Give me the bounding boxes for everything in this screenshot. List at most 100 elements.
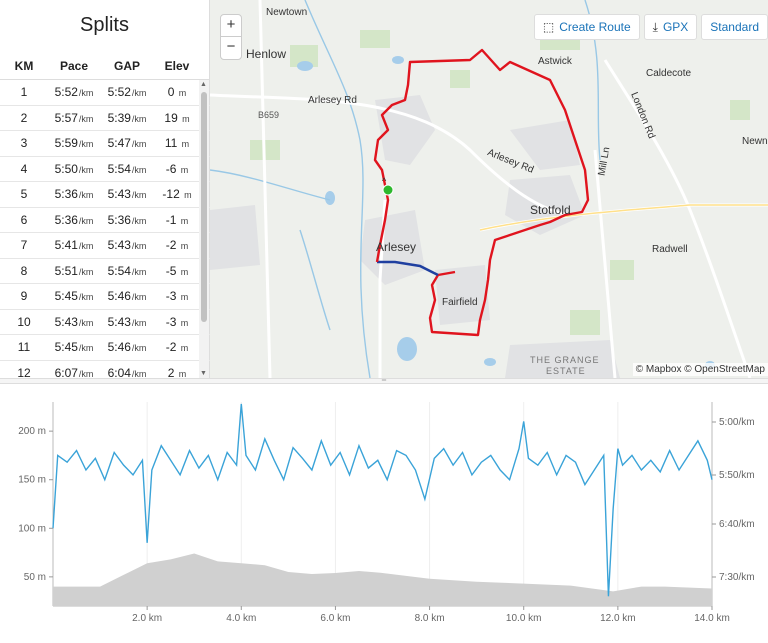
x-tick-label: 12.0 km [600,613,636,624]
map-label-newnham: Newnh [742,136,768,147]
scroll-up-arrow-icon[interactable]: ▲ [200,81,207,88]
splits-scrollbar[interactable]: ▲ ▼ [199,80,209,378]
right-tick-label: 5:00/km [719,417,755,428]
split-elev: -5 m [165,263,189,278]
split-elev: -2 m [165,340,189,355]
map-style-label: Standard [710,20,759,34]
map-label-caldecote: Caldecote [646,68,692,79]
right-tick-label: 7:30/km [719,572,755,583]
map-style-button[interactable]: Standard [701,14,768,40]
splits-title: Splits [80,14,129,36]
split-gap: 5:36/km [107,212,147,227]
map-toolbar: ⬚ Create Route ⤓ GPX Standard [530,14,768,40]
split-elev: -3 m [165,289,189,304]
map-label-fairfield: Fairfield [442,297,478,308]
download-icon: ⤓ [652,20,658,34]
split-row[interactable]: 2 5:57/km 5:39/km 19 m [0,106,210,131]
split-gap: 5:43/km [107,314,147,329]
route-highlight [377,260,439,277]
start-marker[interactable] [382,184,394,196]
map-label-arlesey: Arlesey [376,240,417,254]
split-row[interactable]: 5 5:36/km 5:43/km -12 m [0,182,210,208]
header-pace[interactable]: Pace [59,58,89,73]
split-km: 2 [20,110,28,125]
split-gap: 5:46/km [107,289,147,304]
map-attribution[interactable]: © Mapbox © OpenStreetMap [632,363,768,376]
split-gap: 6:04/km [107,365,147,378]
x-tick-label: 6.0 km [320,613,350,624]
split-km: 3 [20,136,28,151]
map-canvas: ^ [210,0,768,378]
gpx-button[interactable]: ⤓ GPX [643,14,698,40]
split-row[interactable]: 9 5:45/km 5:46/km -3 m [0,284,210,310]
left-tick-label: 100 m [18,523,46,534]
splits-panel: Splits KM Pace GAP Elev 1 5:52/km 5:52/km 0… [0,0,210,378]
split-pace: 5:50/km [54,161,94,176]
split-elev: 0 m [167,85,187,100]
split-pace: 5:36/km [54,212,94,227]
left-tick-label: 200 m [18,426,46,437]
right-tick-label: 6:40/km [719,519,755,530]
map-label-arlesey-rd-1: Arlesey Rd [308,95,357,106]
split-row[interactable]: 11 5:45/km 5:46/km -2 m [0,335,210,361]
zoom-out-button[interactable]: − [226,38,236,55]
elevation-area [53,553,712,606]
split-row[interactable]: 10 5:43/km 5:43/km -3 m [0,310,210,335]
map-label-b659: B659 [258,110,280,120]
split-km: 4 [20,161,28,176]
split-pace: 5:52/km [54,85,94,100]
x-tick-label: 4.0 km [226,613,256,624]
chart-canvas: 50 m 100 m 150 m 200 m 5:00/km 5:50/km 6:40/km… [18,402,755,624]
split-gap: 5:54/km [107,263,147,278]
split-gap: 5:52/km [107,85,147,100]
split-elev: -3 m [165,314,189,329]
split-pace: 6:07/km [54,365,94,378]
split-row[interactable]: 1 5:52/km 5:52/km 0 m [0,80,210,106]
map-label-radwell: Radwell [652,244,688,255]
map-label-astwick: Astwick [538,56,572,67]
split-pace: 5:43/km [54,314,94,329]
split-pace: 5:57/km [54,110,94,125]
split-km: 12 [17,365,31,378]
x-tick-label: 14.0 km [694,613,730,624]
left-tick-label: 50 m [24,572,46,583]
map-label-grange-2: ESTATE [546,366,586,376]
splits-list[interactable]: 1 5:52/km 5:52/km 0 m 2 5:57/km 5:39/km 19 m 3 5:… [0,80,210,378]
header-elev[interactable]: Elev [164,58,190,73]
zoom-control: + − [220,14,242,60]
split-pace: 5:45/km [54,340,94,355]
route-map[interactable]: ^ Newtown Henlow Arlesey Rd B659 Astwick… [210,0,768,378]
split-km: 11 [17,340,31,355]
pace-line [52,403,713,597]
split-row[interactable]: 7 5:41/km 5:43/km -2 m [0,233,210,259]
panel-resize-handle[interactable]: ═ [0,378,768,384]
split-gap: 5:43/km [107,187,147,202]
split-pace: 5:51/km [54,263,94,278]
split-row[interactable]: 4 5:50/km 5:54/km -6 m [0,157,210,182]
header-gap[interactable]: GAP [113,58,140,73]
split-row[interactable]: 6 5:36/km 5:36/km -1 m [0,208,210,233]
split-km: 5 [20,187,28,202]
split-pace: 5:45/km [54,289,94,304]
create-route-button[interactable]: ⬚ Create Route [533,14,640,40]
split-row[interactable]: 12 6:07/km 6:04/km 2 m [0,361,210,378]
split-gap: 5:43/km [107,238,147,253]
split-row[interactable]: 8 5:51/km 5:54/km -5 m [0,259,210,284]
scrollbar-thumb[interactable] [201,92,207,322]
x-tick-label: 8.0 km [415,613,445,624]
scroll-down-arrow-icon[interactable]: ▼ [200,370,207,377]
splits-header: KM Pace GAP Elev [0,52,209,80]
split-elev: -6 m [165,161,189,176]
route-line [373,48,590,337]
split-elev: -2 m [165,238,189,253]
split-km: 10 [17,314,31,329]
create-route-label: Create Route [559,20,631,34]
zoom-in-button[interactable]: + [221,15,241,37]
x-tick-label: 2.0 km [132,613,162,624]
split-km: 8 [20,263,28,278]
split-row[interactable]: 3 5:59/km 5:47/km 11 m [0,131,210,157]
header-km[interactable]: KM [14,58,34,73]
pace-elevation-chart[interactable]: 50 m 100 m 150 m 200 m 5:00/km 5:50/km 6:40/km… [0,384,768,638]
split-km: 9 [20,289,28,304]
split-gap: 5:47/km [107,136,147,151]
